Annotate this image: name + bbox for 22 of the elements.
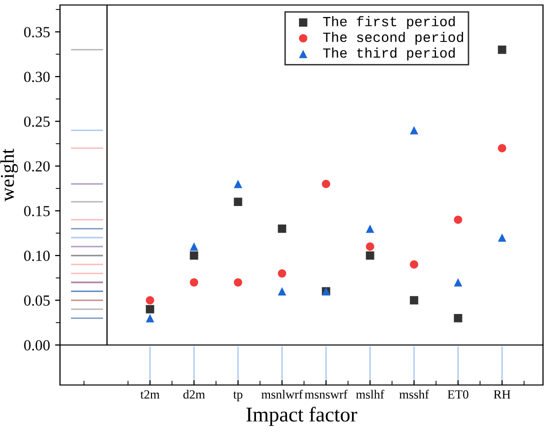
- y-tick-label: 0.30: [24, 72, 50, 82]
- x-tick-label: msshf: [399, 390, 429, 399]
- x-tick-label: mslhf: [356, 390, 384, 399]
- y-tick-label: 0.00: [24, 340, 50, 351]
- x-tick-label: msnswrf: [304, 390, 348, 399]
- x-tick-label: d2m: [183, 390, 205, 399]
- y-tick-label: 0.15: [24, 206, 50, 216]
- y-tick-label: 0.10: [24, 250, 50, 262]
- x-axis-title: Impact factor: [246, 406, 358, 426]
- y-tick-label: 0.20: [24, 161, 50, 172]
- x-tick-label: msnlwrf: [261, 390, 303, 399]
- x-tick-label: ET0: [448, 390, 468, 399]
- x-tick-label: RH: [494, 390, 510, 399]
- x-tick-label: t2m: [140, 390, 160, 399]
- y-tick-label: 0.25: [24, 116, 50, 127]
- y-tick-label: 0.05: [24, 295, 50, 306]
- legend-label: The third period: [323, 48, 455, 61]
- y-tick-label: 0.35: [24, 26, 50, 38]
- legend-label: The second period: [323, 32, 464, 45]
- y-axis-title: weight: [0, 148, 18, 202]
- legend-label: The first period: [323, 16, 455, 30]
- x-tick-label: tp: [233, 392, 242, 402]
